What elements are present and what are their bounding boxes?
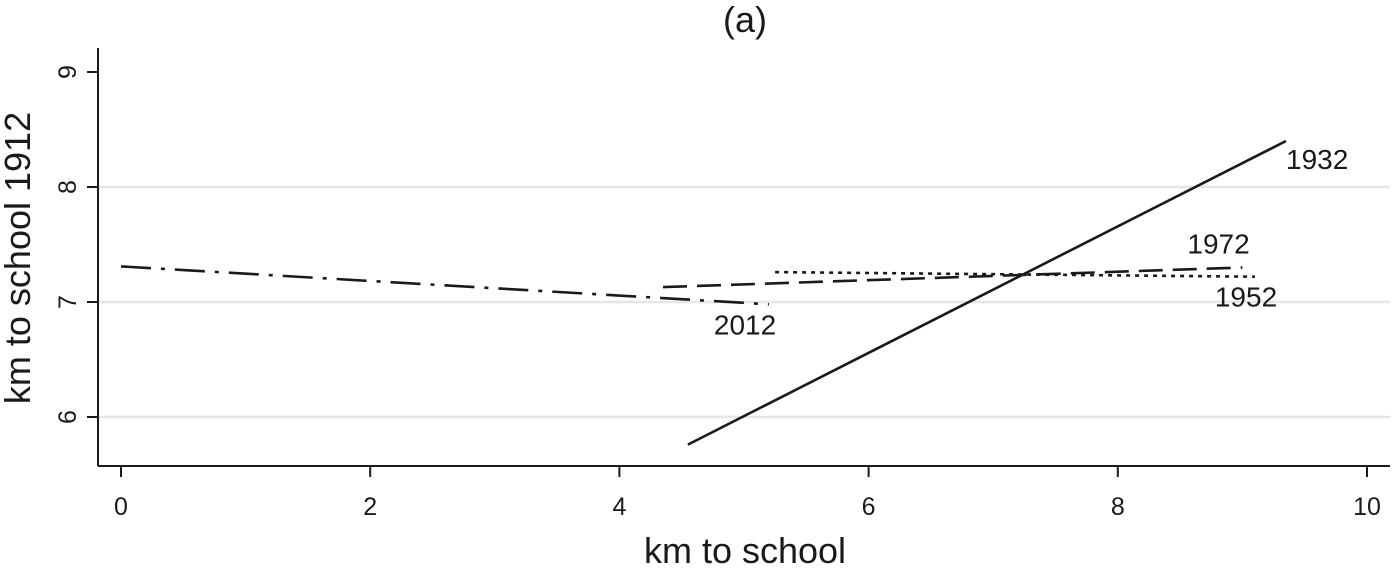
x-tick-label: 8 bbox=[1111, 493, 1125, 521]
y-axis-title: km to school 1912 bbox=[0, 112, 38, 404]
series-labels: 1932 1952 1972 2012 bbox=[714, 144, 1348, 340]
x-tick-label: 4 bbox=[612, 493, 626, 521]
series-label-2012: 2012 bbox=[714, 309, 776, 340]
series-line-2012 bbox=[120, 265, 769, 306]
gridlines bbox=[99, 185, 1390, 419]
y-tick-label: 8 bbox=[54, 180, 82, 194]
series-line-1952 bbox=[775, 270, 1255, 278]
series-label-1972: 1972 bbox=[1187, 229, 1249, 260]
x-tick-label: 0 bbox=[114, 493, 128, 521]
chart-title: (a) bbox=[723, 0, 767, 40]
x-tick-label: 2 bbox=[363, 493, 377, 521]
series-label-1932: 1932 bbox=[1286, 144, 1348, 175]
x-axis-title: km to school bbox=[644, 530, 846, 571]
axes bbox=[97, 48, 1390, 467]
x-tick-label: 6 bbox=[862, 493, 876, 521]
series-line-1972 bbox=[662, 266, 1243, 289]
series-label-1952: 1952 bbox=[1215, 282, 1277, 313]
y-tick-label: 7 bbox=[54, 295, 82, 309]
x-axis-ticks: 0 2 4 6 8 10 bbox=[114, 466, 1381, 521]
x-tick-label: 10 bbox=[1353, 493, 1381, 521]
y-tick-label: 6 bbox=[54, 410, 82, 424]
series-line-1932 bbox=[687, 139, 1287, 446]
y-tick-label: 9 bbox=[54, 65, 82, 79]
series-lines bbox=[120, 139, 1287, 446]
y-axis-ticks: 6 7 8 9 bbox=[54, 65, 98, 424]
